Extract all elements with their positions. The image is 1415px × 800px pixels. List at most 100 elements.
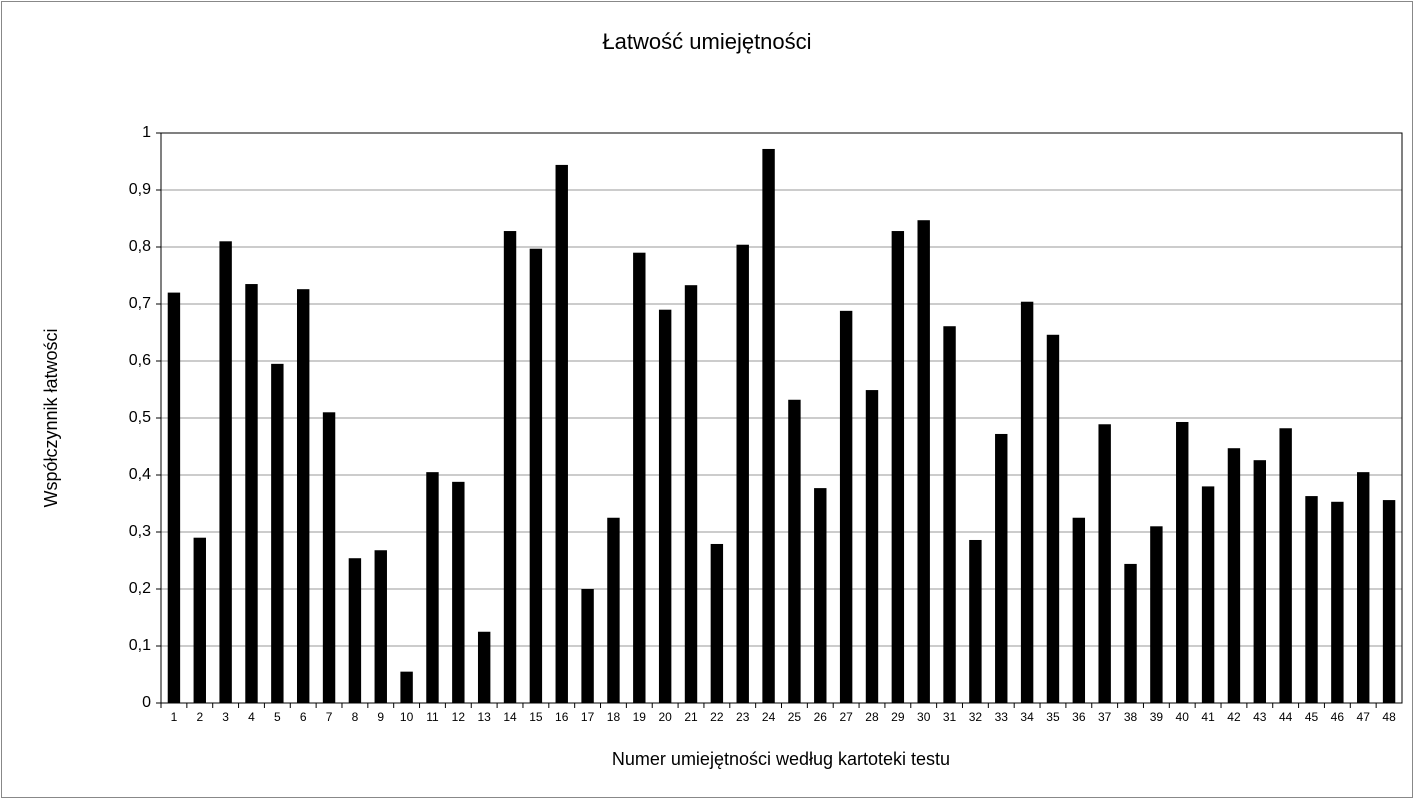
- bar: [426, 472, 439, 703]
- x-tick-label: 44: [1279, 710, 1293, 724]
- x-tick-label: 28: [865, 710, 879, 724]
- bar: [607, 517, 620, 703]
- x-tick-label: 2: [196, 710, 203, 724]
- x-tick-label: 39: [1150, 710, 1164, 724]
- bar: [633, 252, 646, 703]
- x-tick-label: 21: [684, 710, 698, 724]
- x-tick-label: 30: [917, 710, 931, 724]
- x-tick-label: 19: [633, 710, 647, 724]
- y-tick-label: 0,9: [129, 181, 151, 198]
- bar: [865, 390, 879, 703]
- bar: [891, 231, 905, 704]
- y-tick-label: 0,8: [129, 238, 151, 255]
- x-tick-label: 37: [1098, 710, 1112, 724]
- bar: [400, 671, 413, 703]
- bar: [995, 433, 1008, 703]
- y-tick-label: 0,1: [129, 637, 151, 654]
- x-tick-label: 48: [1382, 710, 1396, 724]
- x-tick-label: 33: [995, 710, 1009, 724]
- x-tick-label: 32: [969, 710, 983, 724]
- x-tick-label: 38: [1124, 710, 1138, 724]
- x-tick-label: 4: [248, 710, 255, 724]
- x-tick-label: 27: [839, 710, 853, 724]
- x-tick-label: 10: [400, 710, 414, 724]
- x-axis-label: Numer umiejętności według kartoteki test…: [612, 749, 950, 769]
- x-tick-label: 7: [326, 710, 333, 724]
- x-tick-label: 35: [1046, 710, 1060, 724]
- bar: [167, 292, 181, 703]
- bar: [1331, 501, 1344, 703]
- x-tick-label: 29: [891, 710, 905, 724]
- bar: [684, 285, 698, 703]
- bar: [658, 309, 672, 703]
- x-tick-label: 24: [762, 710, 776, 724]
- x-tick-label: 47: [1357, 710, 1371, 724]
- bar: [943, 326, 956, 703]
- bar: [245, 284, 258, 703]
- bar: [322, 412, 336, 703]
- x-tick-label: 6: [300, 710, 307, 724]
- x-tick-label: 46: [1331, 710, 1345, 724]
- bar: [1046, 334, 1060, 703]
- bar: [296, 289, 310, 703]
- bar: [839, 310, 853, 703]
- bar: [710, 543, 724, 703]
- x-tick-label: 3: [222, 710, 229, 724]
- x-tick-label: 11: [426, 710, 439, 724]
- bar: [1279, 428, 1292, 703]
- x-tick-label: 14: [503, 710, 517, 724]
- bar: [917, 220, 930, 703]
- x-tick-label: 18: [607, 710, 621, 724]
- x-tick-label: 43: [1253, 710, 1267, 724]
- x-tick-label: 9: [377, 710, 384, 724]
- bar: [762, 148, 775, 703]
- x-tick-label: 5: [274, 710, 281, 724]
- bar: [219, 241, 232, 704]
- x-tick-label: 31: [943, 710, 957, 724]
- x-tick-label: 15: [529, 710, 543, 724]
- x-tick-label: 20: [658, 710, 672, 724]
- bar: [1227, 448, 1241, 703]
- bar: [1357, 472, 1370, 703]
- x-tick-label: 25: [788, 710, 802, 724]
- x-tick-label: 42: [1227, 710, 1241, 724]
- x-tick-label: 12: [452, 710, 466, 724]
- x-tick-label: 41: [1201, 710, 1215, 724]
- bar: [348, 558, 362, 703]
- bar: [1020, 301, 1034, 703]
- chart-title: Łatwość umiejętności: [602, 29, 811, 54]
- bar: [1072, 517, 1086, 703]
- bar: [1150, 526, 1163, 703]
- x-tick-label: 40: [1176, 710, 1190, 724]
- x-tick-label: 8: [352, 710, 359, 724]
- bar: [1253, 460, 1267, 703]
- bar: [374, 550, 387, 703]
- bar: [452, 481, 465, 703]
- bar: [1176, 421, 1189, 703]
- x-tick-label: 22: [710, 710, 724, 724]
- y-tick-label: 0,4: [129, 466, 151, 483]
- bar: [1305, 496, 1318, 703]
- bar: [503, 231, 517, 704]
- bar: [555, 164, 568, 704]
- x-tick-label: 16: [555, 710, 569, 724]
- x-tick-label: 17: [581, 710, 595, 724]
- x-tick-label: 1: [171, 710, 178, 724]
- bar: [193, 537, 206, 703]
- x-tick-label: 13: [477, 710, 491, 724]
- y-tick-label: 0,6: [129, 352, 151, 369]
- bar: [1124, 563, 1137, 703]
- bar: [1098, 424, 1111, 703]
- bar: [529, 248, 543, 703]
- bar: [271, 363, 284, 703]
- bar: [736, 244, 749, 703]
- y-tick-label: 0,2: [129, 580, 151, 597]
- bar: [477, 631, 491, 703]
- y-tick-label: 1: [142, 124, 151, 141]
- y-tick-label: 0,3: [129, 523, 151, 540]
- y-tick-label: 0,5: [129, 409, 151, 426]
- y-axis-label: Współczynnik łatwości: [41, 328, 61, 507]
- bar: [581, 589, 594, 703]
